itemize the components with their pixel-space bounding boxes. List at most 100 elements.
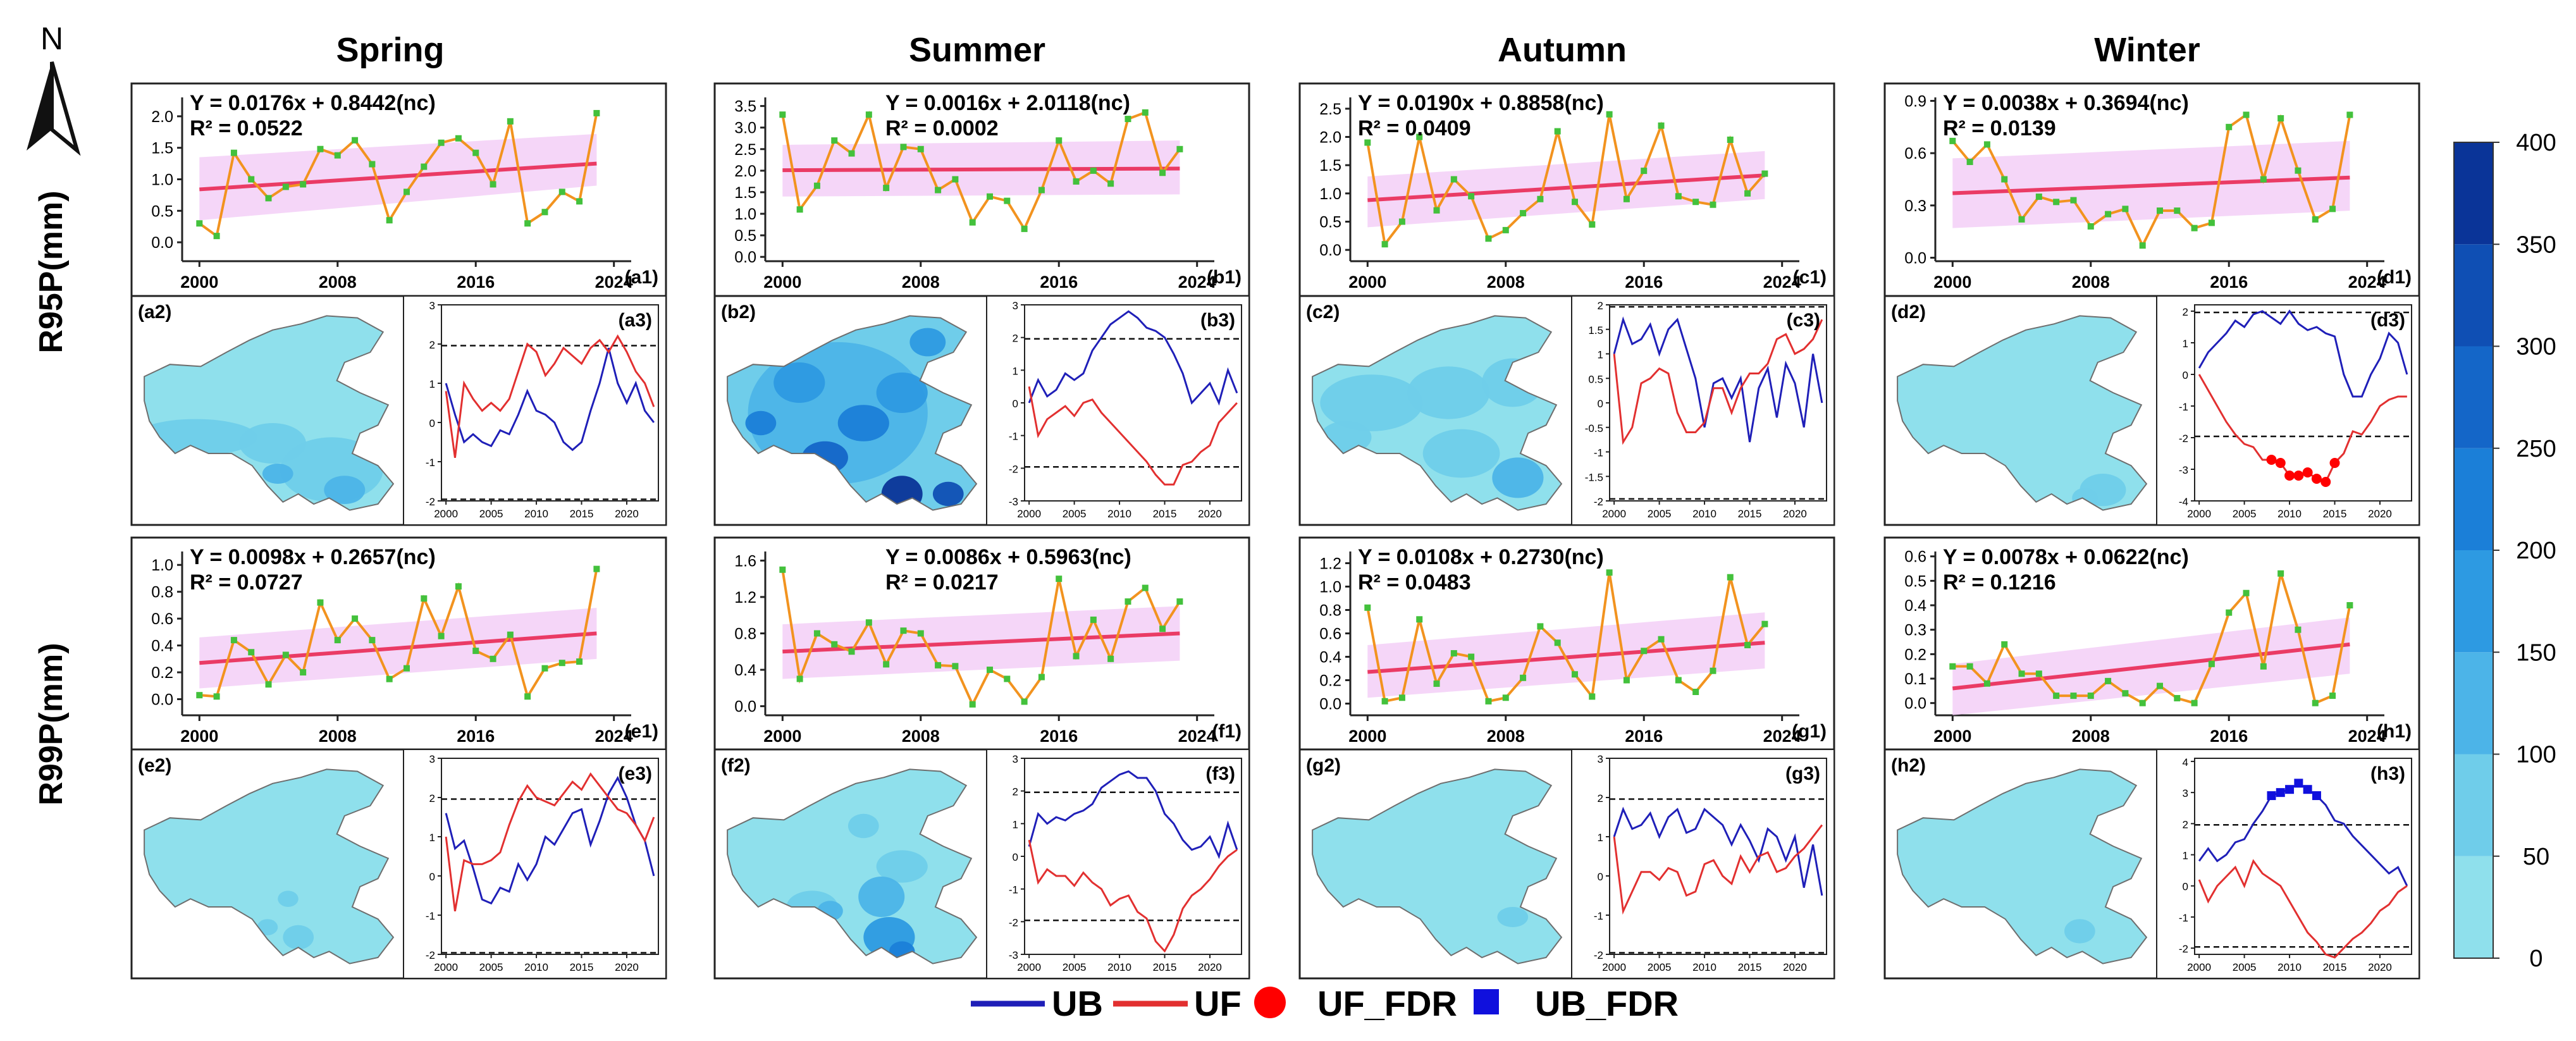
data-point [2191, 699, 2198, 706]
mk-panel-g3: -2 -1 0 1 2 3 2000 2005 2010 2015 2020 (g3) [1571, 749, 1835, 979]
regression-equation: Y = 0.0016x + 2.0118(nc) [885, 91, 1130, 115]
y-tick-label: -1.5 [1585, 471, 1603, 483]
data-point [386, 675, 393, 682]
data-point [1433, 207, 1440, 214]
data-point [1176, 598, 1183, 605]
y-tick-label: 0.2 [151, 664, 173, 682]
x-tick-label: 2005 [1648, 961, 1672, 973]
data-point [404, 188, 410, 195]
data-point [1554, 128, 1561, 135]
map-value-patch [278, 890, 299, 907]
y-tick-label: 1.2 [1319, 555, 1341, 573]
x-tick-label: 2005 [2233, 961, 2257, 973]
x-tick-label: 2005 [2233, 508, 2257, 520]
data-point [593, 109, 600, 116]
x-tick-label: 2008 [902, 273, 940, 292]
x-tick-label: 2000 [1933, 727, 1971, 746]
x-tick-label: 2000 [1602, 961, 1626, 973]
data-point [2001, 641, 2008, 648]
data-point [2035, 194, 2042, 200]
y-tick-label: -1 [426, 457, 435, 469]
y-tick-label: -3 [1009, 496, 1018, 508]
x-tick-label: 2010 [524, 508, 548, 520]
x-tick-label: 2000 [1017, 961, 1041, 973]
ub-line [2198, 309, 2408, 398]
data-point [334, 152, 341, 159]
map-panel-a2: (a2) [138, 302, 395, 511]
data-point [865, 111, 872, 118]
data-point [1692, 689, 1699, 695]
series-panel-b1: 0.0 0.5 1.0 1.5 2.0 2.5 3.0 3.5 2000 2008 2016 2024… [713, 82, 1250, 297]
y-tick-label: -2 [426, 496, 435, 508]
regression-equation: Y = 0.0038x + 0.3694(nc) [1943, 91, 2189, 115]
panel-label: (e2) [138, 755, 171, 776]
y-tick-label: 0 [1013, 398, 1018, 410]
data-point [1021, 225, 1028, 232]
regression-equation: Y = 0.0176x + 0.8442(nc) [190, 91, 436, 115]
x-tick-label: 2016 [1625, 273, 1663, 292]
regression-equation: Y = 0.0190x + 0.8858(nc) [1358, 91, 1604, 115]
panel-label: (f2) [721, 755, 751, 776]
series-panel-a1: 0.0 0.5 1.0 1.5 2.0 2000 2008 2016 2024 Y = 0.017… [130, 82, 667, 297]
y-tick-label: 0.4 [1904, 597, 1926, 615]
colorbar-tick-label: 150 [2516, 639, 2556, 666]
data-point [1107, 180, 1114, 187]
data-point [1502, 226, 1509, 233]
map-value-patch [932, 481, 964, 507]
data-point [317, 145, 324, 152]
ub-fdr-marker [2294, 779, 2303, 788]
x-tick-label: 2000 [1348, 273, 1386, 292]
data-point [1658, 636, 1665, 643]
mk-frame [986, 295, 1250, 526]
data-point [1710, 201, 1716, 208]
data-point [1142, 109, 1149, 116]
data-point [2053, 693, 2060, 699]
data-point [1381, 698, 1388, 705]
uf-fdr-marker [2329, 458, 2340, 468]
trend-line [782, 166, 1180, 173]
y-tick-label: 3 [1013, 300, 1018, 312]
map-value-patch [1407, 366, 1490, 419]
y-tick-label: 2 [1013, 333, 1018, 345]
ub-line [445, 347, 655, 452]
y-tick-label: 0.8 [151, 584, 173, 601]
data-point [507, 631, 514, 638]
panel-label: (c3) [1787, 310, 1820, 331]
y-tick-label: 0.5 [1588, 373, 1603, 385]
data-point [883, 661, 890, 668]
x-tick-label: 2008 [1487, 273, 1525, 292]
y-tick-label: 1 [1598, 349, 1603, 361]
trend-line [1952, 642, 2350, 691]
y-tick-label: 0 [429, 417, 435, 429]
data-point [1572, 671, 1578, 678]
panel-label: (a3) [619, 310, 652, 331]
panel-label: (g3) [1785, 763, 1820, 784]
legend-uf-label: UF [1194, 983, 1242, 1023]
data-point [352, 615, 359, 622]
x-tick-label: 2008 [902, 727, 940, 746]
data-point [831, 641, 838, 648]
map-base-fill [1897, 769, 2147, 964]
data-point [2122, 206, 2129, 213]
ub-fdr-marker [2276, 788, 2285, 798]
colorbar-segment [2454, 754, 2493, 856]
data-point [2226, 609, 2233, 616]
data-point [1125, 116, 1131, 123]
panel-label: (h1) [2377, 721, 2412, 742]
data-point [796, 675, 803, 682]
y-tick-label: 2.0 [734, 163, 756, 180]
data-point [2105, 211, 2112, 218]
panel-label: (e3) [619, 763, 652, 784]
trend-line [1952, 175, 2350, 195]
x-tick-label: 2000 [2187, 961, 2211, 973]
data-point [421, 163, 428, 170]
map-value-patch [257, 919, 278, 935]
uf-line [1613, 824, 1823, 915]
data-point [1554, 639, 1561, 646]
y-tick-label: 0.4 [734, 662, 756, 679]
uf-line [1028, 386, 1238, 486]
y-tick-label: 0.8 [1319, 602, 1341, 620]
data-point [2105, 677, 2112, 684]
data-point [2208, 660, 2215, 667]
x-tick-label: 2016 [2210, 727, 2248, 746]
